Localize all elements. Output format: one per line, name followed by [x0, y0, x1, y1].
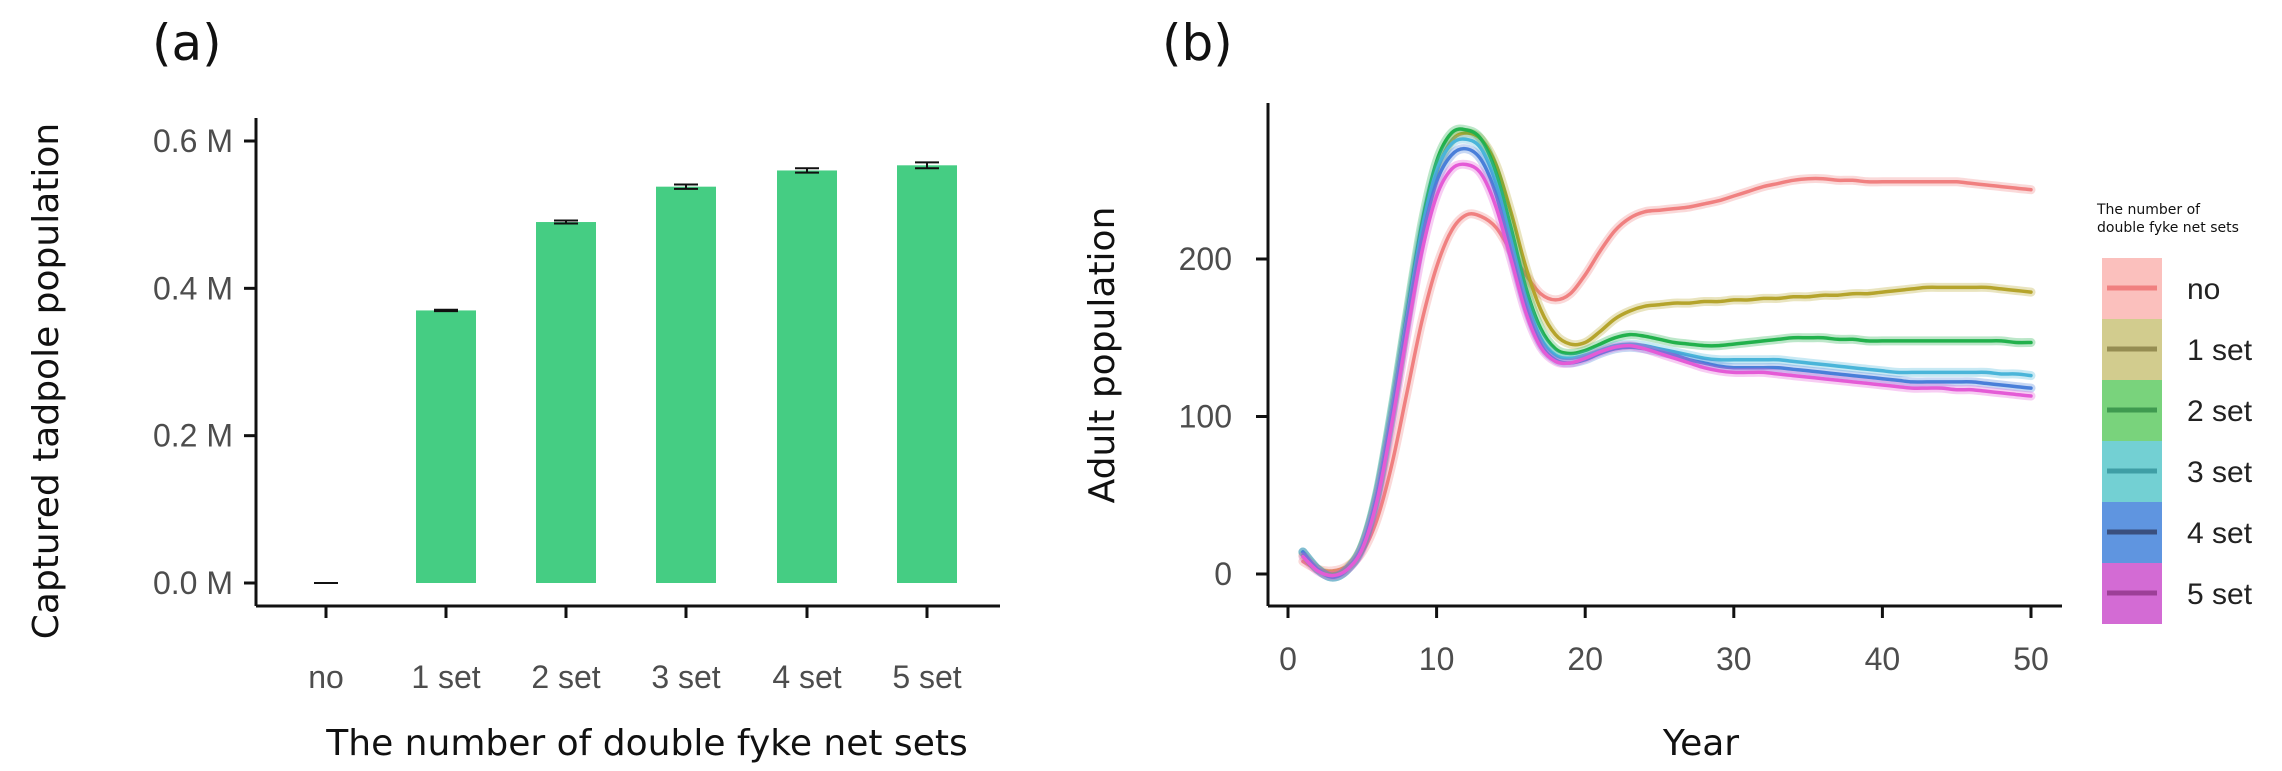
legend-title-line-2: double fyke net sets: [2097, 220, 2239, 236]
panel-a-x-tick-label: 1 set: [411, 659, 480, 695]
panel-a-y-ticks: 0.0 M 0.2 M 0.4 M 0.6 M: [153, 123, 256, 601]
series-no-line: [1301, 176, 2033, 573]
panel-a-label: (a): [152, 14, 222, 72]
bar-3-set: [656, 186, 716, 583]
legend-label-2-set: 2 set: [2187, 395, 2253, 428]
panel-a-y-tick-label: 0.0 M: [153, 565, 233, 601]
panel-a-x-tick-label: no: [308, 659, 344, 695]
panel-a-bar-chart: (a) Captured tadpole population The numb…: [26, 14, 1000, 764]
panel-b-x-tick-label: 50: [2013, 641, 2049, 677]
legend-item-3-set: 3 set: [2102, 441, 2253, 502]
legend-item-1-set: 1 set: [2102, 319, 2253, 380]
series-5-set-line: [1301, 162, 2033, 578]
panel-b-y-tick-label: 100: [1179, 399, 1232, 435]
panel-b-x-axis-title: Year: [1662, 723, 1739, 764]
panel-b-line-chart: (b) Adult population Year 0 100 200 0 10 20 3…: [1082, 14, 2253, 764]
bar-4-set: [777, 170, 837, 583]
legend-label-5-set: 5 set: [2187, 578, 2253, 611]
panel-b-legend: The number of double fyke net sets no 1 s…: [2096, 202, 2253, 624]
panel-a-y-tick-label: 0.4 M: [153, 270, 233, 306]
legend-item-5-set: 5 set: [2102, 563, 2253, 624]
errorbar-4-set: [795, 167, 819, 174]
errorbar-5-set: [915, 161, 939, 170]
series-5-set: [1298, 159, 2036, 581]
panel-b-x-tick-label: 0: [1279, 641, 1297, 677]
legend-item-2-set: 2 set: [2102, 380, 2253, 441]
legend-label-1-set: 1 set: [2187, 334, 2253, 367]
panel-a-y-axis-title: Captured tadpole population: [26, 123, 67, 640]
panel-a-x-tick-label: 5 set: [892, 659, 961, 695]
panel-b-y-ticks: 0 100 200: [1179, 241, 1268, 592]
panel-b-x-tick-label: 30: [1716, 641, 1752, 677]
bar-5-set: [897, 165, 957, 583]
legend-item-no: no: [2102, 258, 2220, 319]
legend-label-3-set: 3 set: [2187, 456, 2253, 489]
bar-1-set: [416, 310, 476, 583]
panel-b-y-axis-title: Adult population: [1082, 207, 1123, 504]
panel-a-x-tick-label: 4 set: [772, 659, 841, 695]
panel-b-series-lines: [1298, 124, 2036, 582]
legend-items: no 1 set 2 set 3 set 4 set 5 set: [2102, 258, 2253, 624]
legend-title-line-1: The number of: [2096, 202, 2201, 218]
panel-b-x-ticks: 0 10 20 30 40 50: [1279, 606, 2049, 677]
panel-a-x-tick-label: 2 set: [531, 659, 600, 695]
bar-2-set: [536, 222, 596, 584]
panel-a-bars: [314, 161, 957, 584]
legend-item-4-set: 4 set: [2102, 502, 2253, 563]
panel-a-x-tick-label: 3 set: [651, 659, 720, 695]
errorbar-1-set: [434, 308, 458, 313]
panel-b-x-tick-label: 40: [1865, 641, 1901, 677]
panel-a-x-ticks: no 1 set 2 set 3 set 4 set 5 set: [308, 606, 962, 695]
panel-b-x-tick-label: 10: [1419, 641, 1455, 677]
panel-a-x-axis-title: The number of double fyke net sets: [325, 723, 967, 764]
errorbar-2-set: [554, 219, 578, 225]
panel-b-y-tick-label: 0: [1214, 556, 1232, 592]
panel-b-label: (b): [1162, 14, 1233, 72]
panel-a-y-tick-label: 0.2 M: [153, 418, 233, 454]
errorbar-3-set: [674, 183, 698, 190]
panel-b-y-tick-label: 200: [1179, 241, 1232, 277]
panel-b-x-tick-label: 20: [1567, 641, 1603, 677]
legend-label-4-set: 4 set: [2187, 517, 2253, 550]
series-no: [1298, 173, 2036, 576]
legend-label-no: no: [2187, 273, 2220, 306]
panel-a-y-tick-label: 0.6 M: [153, 123, 233, 159]
